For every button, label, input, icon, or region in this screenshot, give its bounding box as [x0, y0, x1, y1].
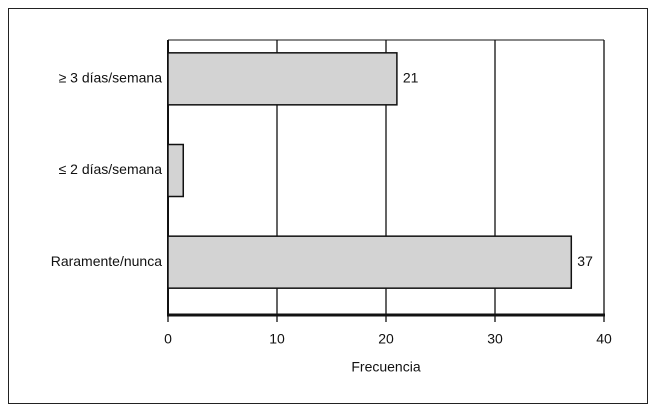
x-tick-label: 10	[269, 331, 285, 347]
bar	[167, 143, 185, 198]
value-label: 37	[577, 253, 593, 269]
bar	[167, 235, 573, 289]
bar	[167, 52, 398, 106]
value-label: 21	[403, 70, 419, 86]
y-tick-label: Raramente/nunca	[51, 253, 163, 269]
x-tick-label: 0	[164, 331, 172, 347]
x-tick-label: 40	[596, 331, 612, 347]
x-tick-label: 20	[378, 331, 394, 347]
y-tick-label: ≥ 3 días/semana	[59, 70, 163, 86]
y-tick-label: ≤ 2 días/semana	[59, 161, 163, 177]
chart-frame	[8, 8, 648, 404]
x-tick-label: 30	[487, 331, 503, 347]
x-axis-label: Frecuencia	[351, 359, 420, 375]
